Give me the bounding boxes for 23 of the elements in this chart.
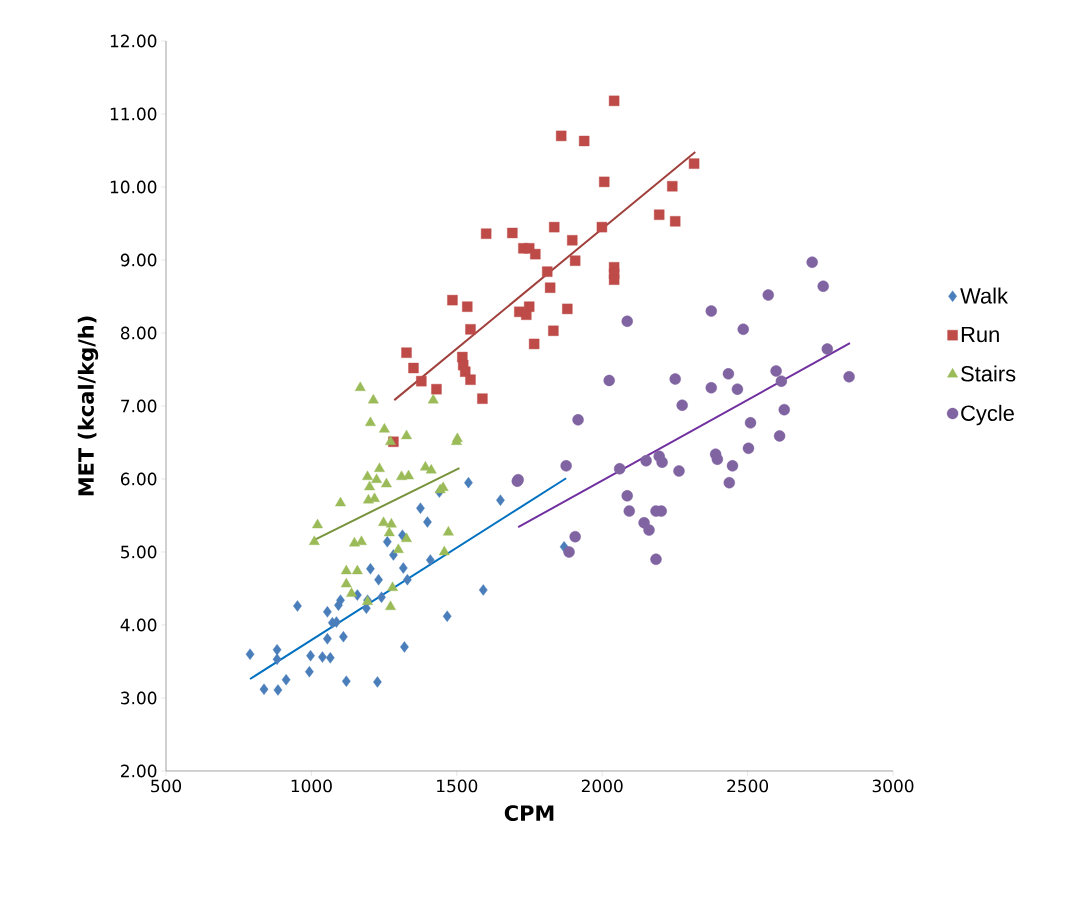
legend-label: Walk	[960, 287, 1009, 304]
legend-label: Run	[961, 326, 999, 343]
y-tick-label: 2.00	[121, 764, 157, 778]
x-tick-label: 3000	[872, 779, 914, 793]
y-tick-label: 12.00	[110, 34, 157, 48]
x-tick-label: 2500	[727, 779, 769, 793]
x-tick-label: 1500	[437, 779, 478, 793]
y-tick-label: 6.00	[120, 472, 157, 486]
x-axis-title: CPM	[504, 805, 554, 821]
y-tick-label: 9.00	[120, 253, 157, 267]
y-tick-label: 7.00	[121, 399, 157, 413]
y-tick-label: 5.00	[121, 545, 157, 559]
legend-label: Stairs	[961, 365, 1016, 382]
x-tick-label: 500	[151, 779, 182, 793]
y-axis-title: MET (kcal/kg/h)	[77, 316, 99, 496]
y-tick-label: 10.00	[110, 180, 157, 194]
y-tick-label: 11.00	[110, 107, 157, 121]
y-tick-label: 4.00	[120, 618, 157, 632]
legend-label: Cycle	[961, 404, 1014, 426]
x-tick-label: 2000	[581, 779, 623, 793]
y-tick-label: 8.00	[120, 326, 157, 340]
x-tick-label: 1000	[291, 779, 332, 793]
y-tick-label: 3.00	[121, 691, 157, 705]
